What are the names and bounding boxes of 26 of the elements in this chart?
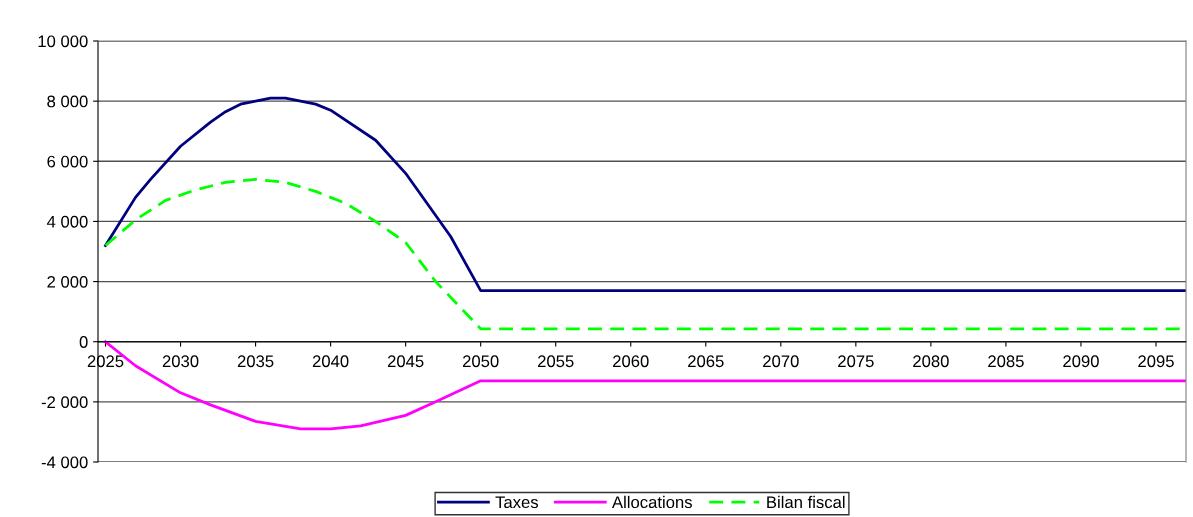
- x-tick-label: 2065: [688, 355, 724, 368]
- y-tick-label: 0: [79, 336, 88, 348]
- x-tick-label: 2085: [988, 355, 1024, 368]
- y-tick-label: 2 000: [47, 275, 88, 288]
- line-series: [104, 96, 1186, 292]
- legend-label: Allocations: [612, 495, 692, 509]
- x-tick-label: 2055: [538, 355, 574, 368]
- x-tick-label: 2040: [312, 355, 349, 368]
- x-tick-label: 2090: [1063, 355, 1099, 368]
- x-tick-label: 2070: [763, 355, 799, 368]
- y-tick-label: -2 000: [41, 396, 88, 409]
- y-tick-label: -4 000: [41, 456, 88, 469]
- y-tick-label: 10 000: [38, 35, 88, 48]
- y-tick-label: 4 000: [46, 215, 88, 228]
- x-tick-label: 2035: [237, 355, 274, 368]
- x-tick-label: 2045: [387, 355, 424, 368]
- y-tick-label: 6 000: [47, 155, 88, 168]
- legend-label: Taxes: [495, 496, 539, 509]
- x-tick-label: 2080: [913, 355, 949, 368]
- x-tick-label: 2060: [613, 355, 649, 368]
- x-tick-label: 2095: [1138, 355, 1174, 368]
- legend-label: Bilan fiscal: [767, 495, 845, 509]
- x-tick-label: 2030: [162, 355, 199, 368]
- y-tick-label: 8 000: [47, 95, 88, 108]
- x-tick-label: 2075: [838, 355, 874, 368]
- x-tick-label: 2050: [462, 355, 499, 368]
